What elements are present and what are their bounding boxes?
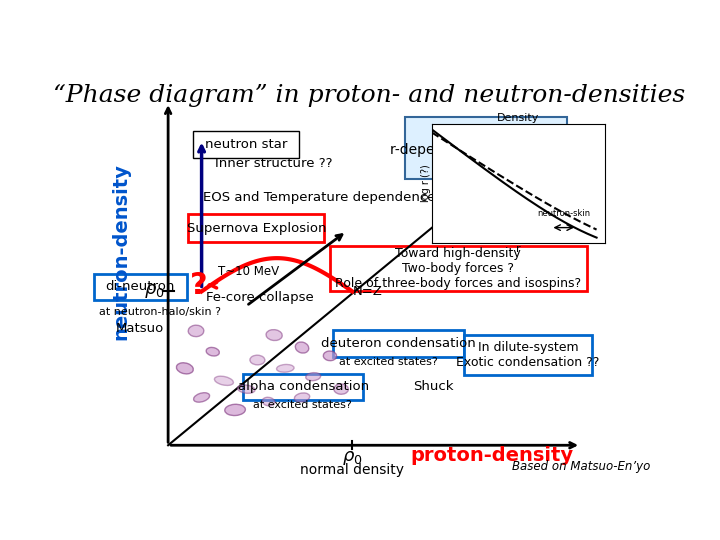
Ellipse shape <box>194 393 210 402</box>
Text: Fe-core collapse: Fe-core collapse <box>207 291 314 304</box>
Title: Density: Density <box>498 113 539 124</box>
Ellipse shape <box>262 397 275 406</box>
Text: In dilute-system
Exotic condensation ??: In dilute-system Exotic condensation ?? <box>456 341 600 369</box>
Text: Inner structure ??: Inner structure ?? <box>215 157 333 170</box>
Text: di-neutron: di-neutron <box>106 280 175 293</box>
Text: at neutron-halo/skin ?: at neutron-halo/skin ? <box>99 307 221 317</box>
Ellipse shape <box>334 384 348 394</box>
Text: “Phase diagram” in proton- and neutron-densities: “Phase diagram” in proton- and neutron-d… <box>53 84 685 106</box>
Ellipse shape <box>295 342 309 353</box>
FancyBboxPatch shape <box>333 329 464 357</box>
Text: alpha condensation: alpha condensation <box>238 380 369 393</box>
Ellipse shape <box>188 325 204 336</box>
Ellipse shape <box>238 385 255 393</box>
Text: proton-density: proton-density <box>410 446 573 465</box>
Ellipse shape <box>250 355 265 365</box>
FancyBboxPatch shape <box>464 335 593 375</box>
Text: EOS and Temperature dependence ?: EOS and Temperature dependence ? <box>202 191 446 204</box>
FancyBboxPatch shape <box>193 131 300 158</box>
Text: $\rho_0$: $\rho_0$ <box>342 449 363 467</box>
Text: neutron-density: neutron-density <box>111 164 130 340</box>
Text: N=Z: N=Z <box>353 285 383 298</box>
Ellipse shape <box>323 351 336 361</box>
FancyBboxPatch shape <box>330 246 587 292</box>
Text: Toward high-density
Two-body forces ?
Role of three-body forces and isospins?: Toward high-density Two-body forces ? Ro… <box>336 247 581 290</box>
Text: normal density: normal density <box>300 463 404 477</box>
Text: neutron star: neutron star <box>205 138 287 151</box>
Ellipse shape <box>225 404 246 416</box>
Text: Matsuo: Matsuo <box>116 322 164 335</box>
Text: Based on Matsuo-En’yo: Based on Matsuo-En’yo <box>512 460 650 472</box>
Ellipse shape <box>215 376 233 386</box>
Text: T~10 MeV: T~10 MeV <box>218 265 279 278</box>
Ellipse shape <box>276 364 294 372</box>
Text: neutron-skin: neutron-skin <box>537 210 590 219</box>
Text: Supernova Explosion: Supernova Explosion <box>186 222 326 235</box>
X-axis label: r: r <box>516 245 521 254</box>
Text: at excited states?: at excited states? <box>253 400 351 409</box>
FancyBboxPatch shape <box>405 117 567 179</box>
Y-axis label: log r (?): log r (?) <box>420 165 431 202</box>
Text: at excited states?: at excited states? <box>339 357 438 367</box>
Ellipse shape <box>266 329 282 341</box>
Ellipse shape <box>176 363 193 374</box>
Ellipse shape <box>294 393 310 402</box>
Text: deuteron condensation: deuteron condensation <box>320 337 475 350</box>
Text: Finite system
r-dependence of densities ?: Finite system r-dependence of densities … <box>390 126 582 157</box>
Text: Shuck: Shuck <box>413 380 454 393</box>
FancyBboxPatch shape <box>188 214 324 242</box>
FancyBboxPatch shape <box>94 274 186 300</box>
Ellipse shape <box>306 373 320 381</box>
FancyBboxPatch shape <box>243 374 364 400</box>
Text: ?: ? <box>190 271 207 300</box>
Ellipse shape <box>206 347 220 356</box>
Text: $\rho_0$: $\rho_0$ <box>144 282 164 300</box>
